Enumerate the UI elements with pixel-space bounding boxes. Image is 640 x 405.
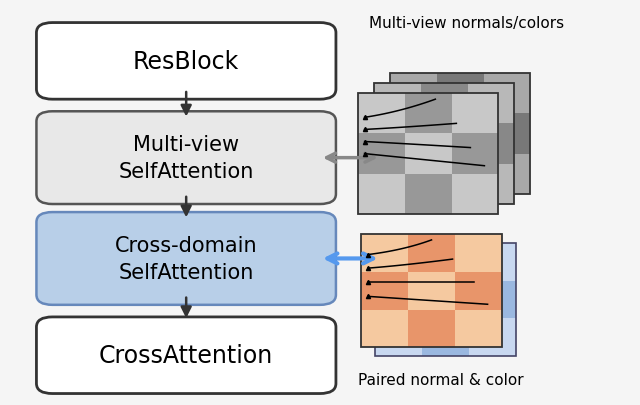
Bar	[358, 134, 405, 174]
Bar	[405, 94, 452, 134]
Text: Cross-domain
SelfAttention: Cross-domain SelfAttention	[115, 236, 257, 282]
Bar	[422, 319, 469, 356]
Bar	[374, 84, 515, 205]
Bar	[484, 74, 531, 114]
Bar	[405, 174, 452, 215]
Bar	[390, 74, 437, 114]
Bar	[376, 243, 516, 356]
Bar	[421, 164, 468, 205]
Bar	[376, 243, 422, 281]
Bar	[374, 164, 421, 205]
Bar	[484, 114, 531, 154]
Text: Multi-view normals/colors: Multi-view normals/colors	[369, 15, 564, 30]
Bar	[422, 281, 469, 319]
Bar	[468, 124, 515, 164]
Bar	[452, 134, 499, 174]
Bar	[408, 234, 455, 272]
Bar	[390, 114, 437, 154]
Text: Paired normal & color: Paired normal & color	[358, 373, 524, 388]
Bar	[421, 124, 468, 164]
Bar	[468, 84, 515, 124]
Bar	[469, 243, 516, 281]
Bar	[358, 94, 405, 134]
Text: ResBlock: ResBlock	[133, 50, 239, 74]
Bar	[374, 84, 421, 124]
Bar	[452, 94, 499, 134]
Bar	[421, 84, 468, 124]
FancyBboxPatch shape	[36, 23, 336, 100]
FancyBboxPatch shape	[36, 213, 336, 305]
FancyBboxPatch shape	[36, 317, 336, 394]
Bar	[422, 243, 469, 281]
Bar	[437, 74, 484, 114]
Bar	[437, 114, 484, 154]
Text: CrossAttention: CrossAttention	[99, 343, 273, 367]
Bar	[455, 272, 502, 310]
Bar	[452, 174, 499, 215]
Bar	[376, 319, 422, 356]
Bar	[468, 164, 515, 205]
Bar	[374, 124, 421, 164]
Bar	[358, 94, 499, 215]
FancyBboxPatch shape	[36, 112, 336, 205]
Bar	[405, 134, 452, 174]
Bar	[408, 272, 455, 310]
Bar	[455, 310, 502, 347]
Bar	[437, 154, 484, 194]
Bar	[362, 234, 502, 347]
Bar	[469, 319, 516, 356]
Bar	[469, 281, 516, 319]
Bar	[362, 272, 408, 310]
Bar	[376, 281, 422, 319]
Bar	[408, 310, 455, 347]
Bar	[484, 154, 531, 194]
Bar	[362, 310, 408, 347]
Bar	[362, 234, 408, 272]
Bar	[390, 154, 437, 194]
Text: Multi-view
SelfAttention: Multi-view SelfAttention	[118, 135, 254, 181]
Bar	[455, 234, 502, 272]
Bar	[390, 74, 531, 194]
Bar	[358, 174, 405, 215]
